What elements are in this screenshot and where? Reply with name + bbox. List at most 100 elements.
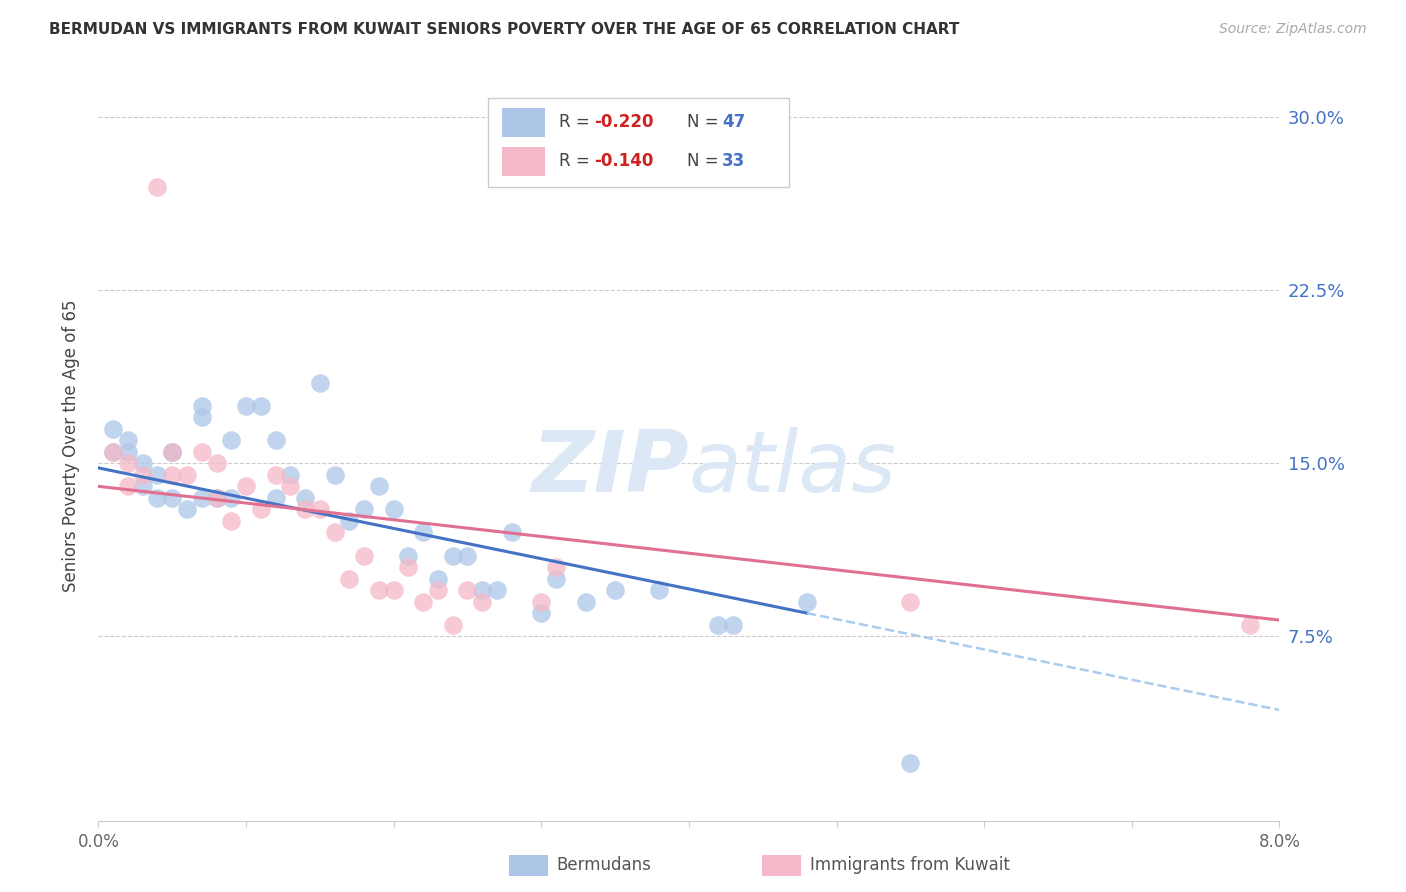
Text: ZIP: ZIP	[531, 427, 689, 510]
Point	[103, 444, 125, 458]
Text: N =: N =	[686, 113, 724, 131]
Point	[382, 583, 405, 598]
Point	[353, 549, 375, 563]
Point	[605, 583, 627, 598]
Point	[309, 502, 332, 516]
Text: -0.220: -0.220	[595, 113, 654, 131]
Bar	[509, 855, 548, 876]
Point	[294, 502, 316, 516]
Point	[191, 491, 214, 505]
Point	[427, 583, 450, 598]
Point	[648, 583, 671, 598]
Point	[191, 444, 214, 458]
Point	[368, 479, 391, 493]
Point	[117, 456, 139, 470]
Point	[398, 549, 420, 563]
Text: BERMUDAN VS IMMIGRANTS FROM KUWAIT SENIORS POVERTY OVER THE AGE OF 65 CORRELATIO: BERMUDAN VS IMMIGRANTS FROM KUWAIT SENIO…	[49, 22, 959, 37]
Text: R =: R =	[560, 153, 595, 170]
Point	[280, 467, 302, 482]
Point	[264, 467, 287, 482]
Point	[457, 583, 479, 598]
Bar	[502, 147, 546, 176]
Y-axis label: Seniors Poverty Over the Age of 65: Seniors Poverty Over the Age of 65	[62, 300, 80, 592]
Point	[530, 594, 553, 608]
Text: Immigrants from Kuwait: Immigrants from Kuwait	[810, 856, 1010, 874]
Point	[546, 572, 568, 586]
Point	[250, 399, 273, 413]
Point	[294, 491, 316, 505]
Point	[486, 583, 509, 598]
Point	[176, 467, 198, 482]
Point	[323, 467, 346, 482]
Point	[339, 572, 361, 586]
Text: atlas: atlas	[689, 427, 897, 510]
Point	[117, 444, 139, 458]
Point	[205, 491, 228, 505]
Point	[309, 376, 332, 390]
Point	[221, 434, 243, 448]
Point	[412, 525, 434, 540]
Point	[900, 594, 922, 608]
Text: R =: R =	[560, 113, 595, 131]
Point	[501, 525, 523, 540]
Point	[162, 491, 183, 505]
Point	[235, 399, 257, 413]
Point	[323, 525, 346, 540]
Text: 47: 47	[723, 113, 745, 131]
Point	[146, 491, 169, 505]
Point	[191, 399, 214, 413]
Point	[264, 434, 287, 448]
Point	[162, 467, 183, 482]
Point	[221, 514, 243, 528]
Point	[132, 456, 155, 470]
Text: Source: ZipAtlas.com: Source: ZipAtlas.com	[1219, 22, 1367, 37]
Point	[441, 549, 464, 563]
Point	[427, 572, 450, 586]
Point	[471, 594, 494, 608]
Point	[707, 617, 730, 632]
Point	[103, 444, 125, 458]
Point	[546, 560, 568, 574]
Point	[205, 491, 228, 505]
Point	[103, 422, 125, 436]
Text: Bermudans: Bermudans	[557, 856, 651, 874]
Point	[132, 467, 155, 482]
Point	[264, 491, 287, 505]
Point	[900, 756, 922, 770]
Point	[280, 479, 302, 493]
Point	[796, 594, 818, 608]
Point	[353, 502, 375, 516]
Point	[205, 456, 228, 470]
Point	[191, 410, 214, 425]
Point	[471, 583, 494, 598]
Bar	[502, 108, 546, 136]
Point	[117, 434, 139, 448]
Point	[723, 617, 745, 632]
Point	[117, 479, 139, 493]
Point	[162, 444, 183, 458]
Point	[132, 479, 155, 493]
Point	[382, 502, 405, 516]
Point	[221, 491, 243, 505]
Point	[412, 594, 434, 608]
Point	[368, 583, 391, 598]
Point	[162, 444, 183, 458]
Point	[146, 467, 169, 482]
Point	[457, 549, 479, 563]
Point	[176, 502, 198, 516]
Point	[146, 179, 169, 194]
Text: 33: 33	[723, 153, 745, 170]
Point	[398, 560, 420, 574]
Point	[441, 617, 464, 632]
Text: N =: N =	[686, 153, 724, 170]
FancyBboxPatch shape	[488, 97, 789, 187]
Bar	[762, 855, 801, 876]
Point	[339, 514, 361, 528]
Point	[530, 606, 553, 620]
Text: -0.140: -0.140	[595, 153, 654, 170]
Point	[250, 502, 273, 516]
Point	[162, 444, 183, 458]
Point	[1239, 617, 1261, 632]
Point	[575, 594, 598, 608]
Point	[235, 479, 257, 493]
